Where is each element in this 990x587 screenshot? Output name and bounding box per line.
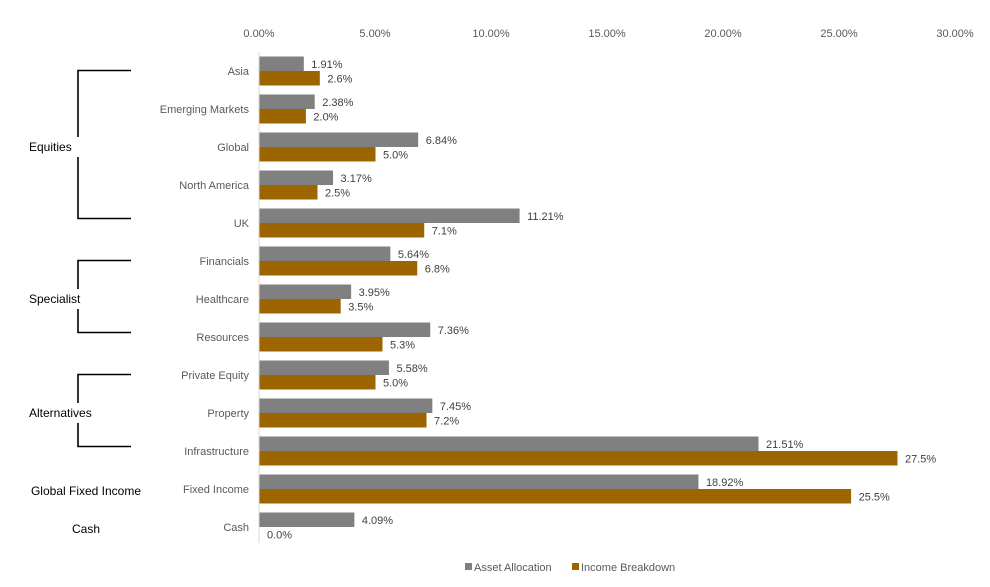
asset-allocation-data-label: 6.84%	[426, 135, 457, 147]
income-breakdown-bar	[259, 185, 318, 200]
x-tick-label: 25.00%	[820, 28, 858, 40]
asset-allocation-data-label: 11.21%	[527, 211, 564, 223]
asset-allocation-data-label: 5.58%	[396, 363, 427, 375]
category-label: Global	[217, 142, 249, 154]
income-breakdown-bar	[259, 71, 320, 86]
asset-allocation-data-label: 7.36%	[438, 325, 469, 337]
legend-income-breakdown-swatch	[572, 563, 579, 570]
asset-allocation-bar	[259, 398, 433, 413]
legend-income-breakdown-label: Income Breakdown	[581, 562, 675, 574]
group-label: Global Fixed Income	[31, 484, 141, 498]
income-breakdown-data-label: 0.0%	[267, 529, 292, 541]
data-labels: 1.91% 2.6% 2.38% 2.0% 6.84% 5.0% 3.17% 2.5% 11.2…	[267, 59, 936, 542]
category-label: Emerging Markets	[160, 104, 250, 116]
income-breakdown-data-label: 2.6%	[327, 73, 352, 85]
asset-allocation-bar	[259, 512, 355, 527]
category-label: North America	[179, 180, 250, 192]
group-label: Specialist	[29, 292, 81, 306]
group-label: Alternatives	[29, 406, 92, 420]
asset-allocation-bar	[259, 360, 389, 375]
legend-asset-allocation-label: Asset Allocation	[474, 562, 552, 574]
income-breakdown-data-label: 5.0%	[383, 149, 408, 161]
x-tick-label: 10.00%	[472, 28, 510, 40]
x-tick-label: 5.00%	[359, 28, 390, 40]
group-bracket	[77, 373, 131, 448]
asset-allocation-bar	[259, 474, 699, 489]
income-breakdown-bar	[259, 261, 418, 276]
asset-allocation-bar	[259, 246, 391, 261]
income-breakdown-bar	[259, 147, 376, 162]
income-breakdown-bar	[259, 337, 383, 352]
bar-series	[259, 56, 898, 527]
income-breakdown-bar	[259, 109, 306, 124]
category-label: Infrastructure	[184, 446, 249, 458]
asset-allocation-data-label: 21.51%	[766, 439, 804, 451]
income-breakdown-data-label: 5.0%	[383, 377, 408, 389]
asset-allocation-data-label: 4.09%	[362, 515, 393, 527]
asset-allocation-data-label: 3.17%	[341, 173, 372, 185]
group-bracket	[77, 69, 131, 220]
category-label: UK	[234, 218, 250, 230]
asset-allocation-bar	[259, 284, 352, 299]
income-breakdown-bar	[259, 375, 376, 390]
asset-allocation-bar	[259, 94, 315, 109]
group-bracket	[77, 259, 131, 334]
asset-allocation-bar	[259, 322, 431, 337]
income-breakdown-data-label: 5.3%	[390, 339, 415, 351]
category-labels: Asia Emerging Markets Global North America U…	[160, 66, 250, 534]
category-label: Private Equity	[181, 370, 249, 382]
income-breakdown-bar	[259, 451, 898, 466]
income-breakdown-bar	[259, 223, 425, 238]
category-label: Property	[207, 408, 249, 420]
asset-allocation-bar	[259, 208, 520, 223]
category-label: Resources	[196, 332, 249, 344]
x-tick-label: 30.00%	[936, 28, 974, 40]
income-breakdown-data-label: 2.5%	[325, 187, 350, 199]
group-label: Equities	[29, 140, 72, 154]
asset-allocation-data-label: 3.95%	[359, 287, 390, 299]
asset-allocation-bar	[259, 170, 334, 185]
income-breakdown-data-label: 7.2%	[434, 415, 459, 427]
income-breakdown-bar	[259, 299, 341, 314]
income-breakdown-data-label: 2.0%	[313, 111, 338, 123]
group-brackets: Equities Specialist Alternatives Global Fix…	[29, 69, 141, 536]
x-tick-label: 20.00%	[704, 28, 742, 40]
asset-allocation-data-label: 5.64%	[398, 249, 429, 261]
income-breakdown-data-label: 27.5%	[905, 453, 936, 465]
asset-allocation-bar	[259, 436, 759, 451]
group-label: Cash	[72, 522, 100, 536]
income-breakdown-data-label: 7.1%	[432, 225, 457, 237]
asset-allocation-data-label: 2.38%	[322, 97, 353, 109]
income-breakdown-bar	[259, 489, 852, 504]
asset-allocation-data-label: 1.91%	[311, 59, 342, 71]
income-breakdown-data-label: 25.5%	[859, 491, 890, 503]
asset-allocation-data-label: 7.45%	[440, 401, 471, 413]
asset-allocation-data-label: 18.92%	[706, 477, 744, 489]
income-breakdown-data-label: 6.8%	[425, 263, 450, 275]
category-label: Financials	[199, 256, 249, 268]
income-breakdown-data-label: 3.5%	[348, 301, 373, 313]
category-label: Asia	[228, 66, 250, 78]
category-label: Healthcare	[196, 294, 249, 306]
category-label: Fixed Income	[183, 484, 249, 496]
asset-allocation-bar	[259, 132, 419, 147]
asset-allocation-bar	[259, 56, 304, 71]
income-breakdown-bar	[259, 413, 427, 428]
legend: Asset Allocation Income Breakdown	[465, 562, 675, 574]
x-tick-label: 15.00%	[588, 28, 626, 40]
legend-asset-allocation-swatch	[465, 563, 472, 570]
x-axis-ticks: 0.00% 5.00% 10.00% 15.00% 20.00% 25.00% 30.00%	[243, 28, 973, 40]
x-tick-label: 0.00%	[243, 28, 274, 40]
category-label: Cash	[223, 522, 249, 534]
